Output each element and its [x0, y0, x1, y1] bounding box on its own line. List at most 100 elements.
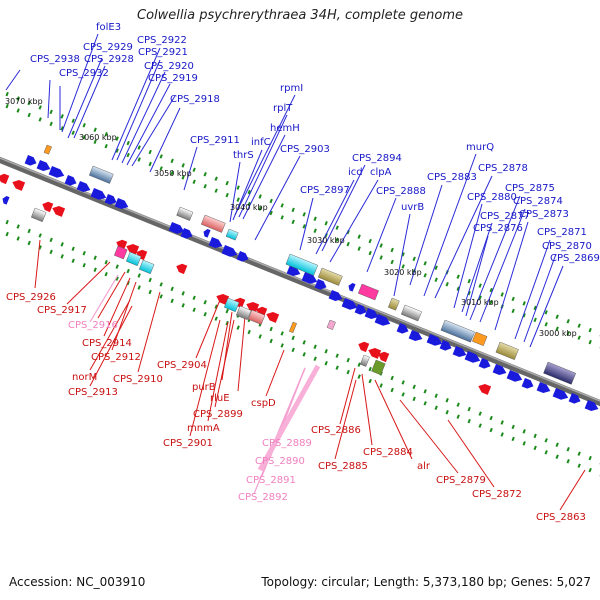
gene-label[interactable]: infC — [251, 137, 271, 148]
gene-label[interactable]: CPS_2876 — [473, 223, 523, 234]
connector-line — [89, 299, 131, 371]
gene-label[interactable]: rplT — [273, 103, 293, 114]
gene-box — [400, 304, 422, 322]
connector-line — [195, 299, 221, 359]
tick-mark — [148, 149, 152, 155]
gene-label[interactable]: CPS_2913 — [68, 387, 118, 398]
gene-label[interactable]: uvrB — [401, 202, 424, 213]
tick-mark — [225, 308, 229, 314]
tick-mark — [445, 410, 449, 415]
gene-label[interactable]: clpA — [370, 167, 392, 178]
gene-label[interactable]: CPS_2903 — [280, 144, 330, 155]
forward-gene-arrow — [374, 314, 391, 326]
connector-line — [393, 213, 411, 297]
gene-label[interactable]: CPS_2914 — [82, 338, 132, 349]
connector-line — [47, 79, 51, 119]
gene-label[interactable]: CPS_2938 — [30, 54, 80, 65]
gene-label[interactable]: CPS_2916 — [68, 320, 118, 331]
gene-label[interactable]: cspD — [251, 398, 276, 409]
tick-mark — [357, 246, 361, 251]
gene-label[interactable]: CPS_2901 — [163, 438, 213, 449]
tick-mark — [533, 433, 537, 439]
tick-mark — [148, 161, 152, 167]
gene-label[interactable]: CPS_2929 — [83, 42, 133, 53]
tick-mark — [159, 166, 163, 171]
gene-label[interactable]: CPS_2904 — [157, 360, 207, 371]
gene-label[interactable]: CPS_2872 — [472, 489, 522, 500]
gene-box — [387, 297, 400, 311]
gene-label[interactable]: CPS_2892 — [238, 492, 288, 503]
gene-box — [495, 341, 519, 360]
connector-line — [514, 239, 551, 340]
gene-label[interactable]: murQ — [466, 142, 494, 153]
gene-label[interactable]: CPS_2877 — [480, 211, 530, 222]
gene-label[interactable]: CPS_2874 — [513, 196, 563, 207]
gene-label[interactable]: CPS_2899 — [193, 409, 243, 420]
gene-label[interactable]: CPS_2871 — [537, 227, 587, 238]
gene-label[interactable]: CPS_2869 — [550, 253, 600, 264]
tick-mark — [236, 197, 240, 202]
gene-label[interactable]: CPS_2878 — [478, 163, 528, 174]
tick-mark — [401, 380, 405, 385]
tick-mark — [38, 105, 42, 110]
tick-mark — [577, 335, 581, 340]
gene-label[interactable]: rluE — [210, 393, 230, 404]
gene-label[interactable]: CPS_2863 — [536, 512, 586, 523]
gene-label[interactable]: CPS_2921 — [138, 47, 188, 58]
gene-label[interactable]: CPS_2917 — [37, 305, 87, 316]
gene-label[interactable]: CPS_2926 — [6, 292, 56, 303]
connector-line — [447, 419, 495, 488]
gene-label[interactable]: CPS_2891 — [246, 475, 296, 486]
gene-label[interactable]: CPS_2912 — [91, 352, 141, 363]
gene-box — [357, 283, 379, 301]
gene-label[interactable]: CPS_2922 — [137, 35, 187, 46]
connector-line — [409, 184, 443, 286]
tick-mark — [478, 411, 482, 416]
forward-gene-arrow — [286, 265, 301, 277]
gene-label[interactable]: CPS_2870 — [542, 241, 592, 252]
gene-label[interactable]: purB — [192, 382, 216, 393]
gene-label[interactable]: folE3 — [96, 22, 121, 33]
gene-label[interactable]: CPS_2886 — [311, 425, 361, 436]
gene-label[interactable]: CPS_2919 — [148, 73, 198, 84]
gene-label[interactable]: CPS_2885 — [318, 461, 368, 472]
gene-label[interactable]: CPS_2880 — [467, 192, 517, 203]
reverse-gene-arrow — [52, 206, 66, 217]
connector-line — [423, 153, 477, 297]
gene-label[interactable]: CPS_2873 — [519, 209, 569, 220]
gene-label[interactable]: CPS_2911 — [190, 135, 240, 146]
gene-label[interactable]: CPS_2928 — [84, 54, 134, 65]
gene-label[interactable]: CPS_2883 — [427, 172, 477, 183]
tick-mark — [225, 192, 229, 198]
tick-mark — [170, 298, 174, 304]
gene-label[interactable]: CPS_2894 — [352, 153, 402, 164]
gene-label[interactable]: thrS — [233, 150, 254, 161]
gene-label[interactable]: CPS_2920 — [144, 61, 194, 72]
tick-mark — [49, 121, 53, 127]
tick-mark — [291, 207, 295, 213]
connector-line — [523, 253, 557, 343]
tick-mark — [236, 185, 240, 190]
tick-mark — [390, 259, 394, 265]
gene-label[interactable]: CPS_2932 — [59, 68, 109, 79]
tick-mark — [203, 172, 207, 177]
gene-label[interactable]: CPS_2888 — [376, 186, 426, 197]
gene-label[interactable]: hemH — [270, 123, 300, 134]
gene-label[interactable]: alr — [417, 461, 431, 472]
gene-label[interactable]: CPS_2890 — [255, 456, 305, 467]
gene-label[interactable]: icd — [348, 167, 363, 178]
tick-mark — [60, 114, 64, 119]
gene-label[interactable]: CPS_2918 — [170, 94, 220, 105]
tick-mark — [423, 389, 427, 394]
gene-label[interactable]: CPS_2897 — [300, 185, 350, 196]
gene-label[interactable]: CPS_2875 — [505, 183, 555, 194]
gene-label[interactable]: CPS_2910 — [113, 374, 163, 385]
gene-label[interactable]: CPS_2879 — [436, 475, 486, 486]
gene-label[interactable]: mnmA — [187, 423, 220, 434]
gene-label[interactable]: rpmI — [280, 83, 303, 94]
tick-mark — [467, 406, 471, 412]
gene-label[interactable]: norM — [72, 372, 97, 383]
scale-label: 3070 kbp — [5, 97, 43, 106]
gene-label[interactable]: CPS_2884 — [363, 447, 413, 458]
gene-label[interactable]: CPS_2889 — [262, 438, 312, 449]
